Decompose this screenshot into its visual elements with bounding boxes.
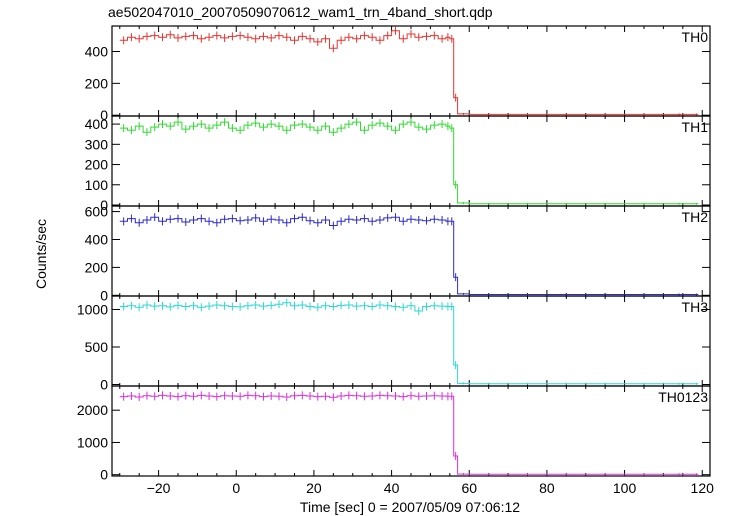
y-tick-label: 400: [85, 43, 109, 59]
panel-label: TH0: [682, 29, 709, 45]
panel-label: TH3: [682, 299, 709, 315]
panel-th0: 0 200 400 TH0: [85, 25, 711, 123]
y-tick-label: 100: [85, 177, 109, 193]
series-line-th0: [119, 30, 699, 115]
y-tick-label: 200: [85, 157, 109, 173]
panel-frame: [111, 115, 711, 207]
series-line-th2: [119, 216, 699, 295]
y-tick-label: 400: [85, 231, 109, 247]
panel-th3: 0 500 1000 TH3: [77, 295, 711, 393]
series-line-th1: [119, 121, 699, 205]
y-tick-label: 500: [85, 339, 109, 355]
y-tick-label: 400: [85, 116, 109, 132]
panel-th0123: 0 1000 2000 TH0123: [77, 385, 711, 483]
x-tick-label: 20: [306, 480, 322, 496]
series-line-th3: [119, 302, 699, 385]
y-tick-label: 0: [100, 377, 108, 393]
y-tick-label: 0: [100, 107, 108, 123]
x-tick-label: −20: [147, 480, 171, 496]
x-tick-label: 60: [461, 480, 477, 496]
y-tick-label: 0: [100, 197, 108, 213]
y-tick-label: 200: [85, 75, 109, 91]
y-tick-label: 600: [85, 204, 109, 220]
y-tick-label: 200: [85, 259, 109, 275]
y-axis-label: Counts/sec: [33, 219, 49, 289]
panel-label: TH1: [682, 119, 709, 135]
x-tick-label: 0: [232, 480, 240, 496]
y-tick-label: 1000: [77, 302, 108, 318]
panel-label: TH0123: [658, 389, 708, 405]
y-tick-label: 300: [85, 136, 109, 152]
y-tick-label: 2000: [77, 402, 108, 418]
y-tick-label: 1000: [77, 434, 108, 450]
x-tick-label: 80: [539, 480, 555, 496]
x-tick-label: 120: [691, 480, 715, 496]
x-axis-label: Time [sec] 0 = 2007/05/09 07:06:12: [300, 499, 520, 515]
y-tick-label: 0: [100, 467, 108, 483]
series-line-th0123: [119, 394, 699, 475]
x-tick-label: 100: [613, 480, 637, 496]
y-tick-label: 0: [100, 287, 108, 303]
panel-th1: 0 100 200 300 400 TH1: [85, 115, 711, 213]
x-tick-label: 40: [384, 480, 400, 496]
panel-th2: 0 200 400 600 TH2: [85, 204, 711, 303]
chart-title: ae502047010_20070509070612_wam1_trn_4ban…: [108, 4, 493, 20]
panel-label: TH2: [682, 209, 709, 225]
